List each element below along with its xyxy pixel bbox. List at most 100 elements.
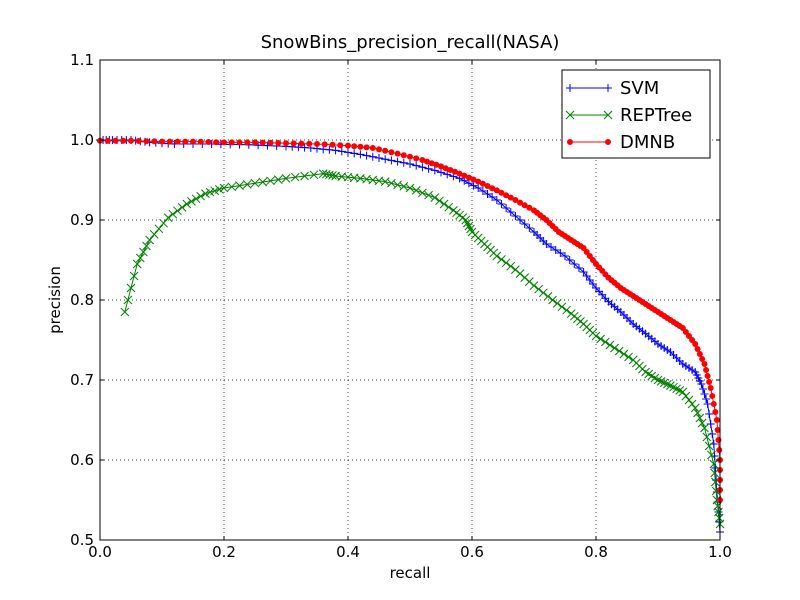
interp-marker-svm bbox=[702, 395, 711, 403]
interp-marker-dmnb bbox=[517, 199, 524, 206]
data-point-dmnb bbox=[128, 137, 134, 144]
interp-marker-dmnb bbox=[689, 337, 696, 343]
interp-marker-reptree bbox=[210, 186, 220, 196]
interp-marker-dmnb bbox=[104, 137, 111, 144]
data-point-dmnb bbox=[394, 150, 401, 157]
legend: SVM REPTree DMNB bbox=[561, 69, 711, 159]
interp-marker-reptree bbox=[142, 241, 151, 251]
interp-marker-dmnb bbox=[298, 140, 305, 147]
interp-marker-reptree bbox=[600, 337, 610, 347]
interp-marker-dmnb bbox=[706, 379, 713, 385]
x-tick-label: 0.2 bbox=[212, 543, 236, 561]
data-point-dmnb bbox=[369, 145, 376, 151]
y-tick-label: 0.7 bbox=[70, 371, 94, 389]
interp-marker-dmnb bbox=[696, 351, 703, 357]
interp-marker-dmnb bbox=[236, 139, 243, 146]
interp-marker-svm bbox=[350, 149, 359, 158]
interp-marker-reptree bbox=[387, 178, 396, 188]
interp-marker-reptree bbox=[300, 171, 309, 181]
data-point-reptree bbox=[492, 251, 502, 261]
interp-marker-dmnb bbox=[376, 146, 382, 153]
y-tick-label: 0.6 bbox=[70, 451, 94, 469]
data-point-reptree bbox=[690, 403, 700, 413]
interp-marker-reptree bbox=[214, 185, 224, 194]
data-point-dmnb bbox=[252, 139, 258, 146]
y-tick-label: 0.9 bbox=[70, 211, 94, 229]
legend-label-reptree: REPTree bbox=[620, 105, 692, 126]
x-tick-label: 1.0 bbox=[708, 543, 732, 561]
y-tick-label: 1.0 bbox=[70, 131, 94, 149]
data-point-reptree bbox=[529, 281, 539, 290]
interp-marker-dmnb bbox=[151, 138, 158, 145]
interp-marker-dmnb bbox=[407, 153, 413, 160]
interp-marker-dmnb bbox=[275, 140, 282, 146]
interp-marker-dmnb bbox=[712, 409, 719, 415]
interp-marker-reptree bbox=[154, 224, 164, 234]
data-point-reptree bbox=[201, 189, 210, 198]
interp-marker-reptree bbox=[129, 271, 139, 281]
interp-marker-svm bbox=[698, 385, 707, 393]
interp-marker-reptree bbox=[177, 203, 187, 212]
interp-marker-svm bbox=[565, 256, 574, 264]
data-point-dmnb bbox=[159, 138, 165, 145]
interp-marker-dmnb bbox=[699, 356, 706, 362]
interp-marker-dmnb bbox=[382, 147, 389, 154]
interp-marker-reptree bbox=[662, 379, 672, 389]
interp-marker-reptree bbox=[159, 218, 168, 228]
interp-marker-dmnb bbox=[120, 137, 127, 144]
data-point-reptree bbox=[182, 199, 192, 209]
interp-marker-reptree bbox=[697, 418, 707, 428]
interp-marker-reptree bbox=[393, 180, 402, 190]
interp-marker-dmnb bbox=[498, 189, 505, 196]
interp-marker-reptree bbox=[227, 182, 237, 192]
interp-marker-dmnb bbox=[484, 183, 491, 189]
interp-marker-svm bbox=[368, 152, 377, 161]
data-point-dmnb bbox=[475, 178, 482, 185]
interp-marker-dmnb bbox=[174, 138, 181, 145]
data-point-dmnb bbox=[345, 142, 351, 149]
interp-marker-svm bbox=[506, 208, 515, 216]
data-point-dmnb bbox=[707, 385, 714, 391]
series-line-reptree bbox=[124, 173, 721, 525]
data-point-reptree bbox=[700, 423, 709, 433]
y-tick-label: 1.1 bbox=[70, 51, 94, 69]
x-tick-label: 0.0 bbox=[88, 543, 112, 561]
interp-marker-svm bbox=[570, 260, 579, 268]
interp-marker-reptree bbox=[309, 170, 319, 180]
interp-marker-svm bbox=[387, 156, 396, 165]
interp-marker-svm bbox=[525, 224, 534, 232]
interp-marker-dmnb bbox=[166, 138, 173, 145]
legend-box bbox=[561, 69, 711, 159]
interp-marker-svm bbox=[551, 246, 560, 254]
interp-marker-reptree bbox=[196, 191, 206, 201]
interp-marker-svm bbox=[393, 157, 402, 166]
interp-marker-svm bbox=[556, 249, 565, 257]
data-point-reptree bbox=[281, 174, 291, 183]
interp-marker-reptree bbox=[543, 292, 553, 301]
interp-marker-svm bbox=[437, 168, 445, 177]
interp-marker-svm bbox=[520, 220, 529, 228]
interp-marker-dmnb bbox=[704, 373, 711, 379]
interp-marker-reptree bbox=[501, 258, 511, 268]
legend-marker-svm bbox=[604, 84, 612, 92]
data-point-dmnb bbox=[692, 341, 699, 347]
interp-marker-reptree bbox=[126, 283, 136, 293]
interp-marker-dmnb bbox=[329, 141, 336, 148]
interp-marker-dmnb bbox=[682, 329, 689, 335]
interp-marker-reptree bbox=[135, 253, 145, 263]
interp-marker-reptree bbox=[534, 284, 544, 294]
interp-marker-reptree bbox=[656, 377, 666, 386]
interp-marker-reptree bbox=[702, 432, 712, 442]
interp-marker-svm bbox=[502, 204, 511, 212]
data-point-svm bbox=[511, 212, 520, 220]
interp-marker-svm bbox=[547, 243, 556, 251]
interp-marker-svm bbox=[574, 264, 583, 272]
interp-marker-svm bbox=[325, 145, 334, 154]
interp-marker-svm bbox=[399, 158, 408, 167]
legend-marker-dmnb bbox=[567, 139, 573, 145]
data-point-reptree bbox=[461, 215, 471, 225]
data-point-svm bbox=[703, 400, 712, 408]
interp-marker-dmnb bbox=[503, 192, 510, 199]
interp-marker-svm bbox=[375, 154, 383, 162]
